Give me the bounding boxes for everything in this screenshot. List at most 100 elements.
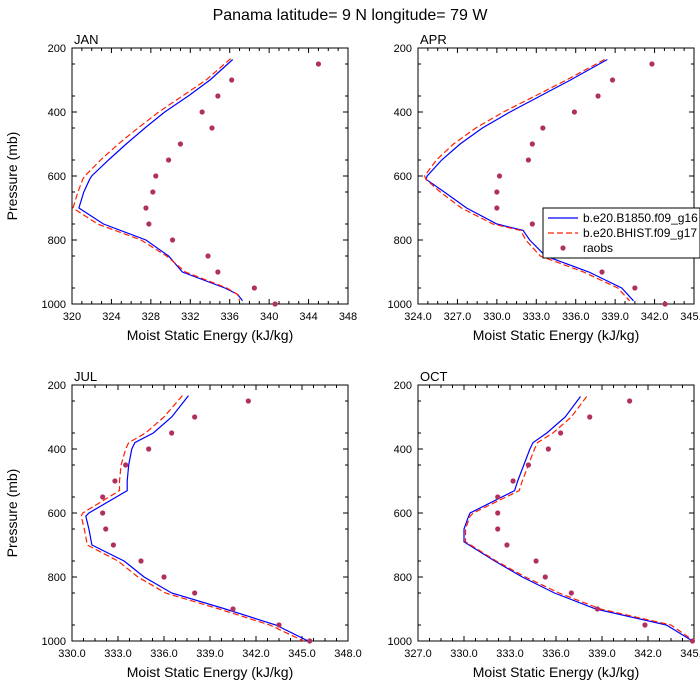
panel-apr: APR 324.0 327.0 330.0 333.0 336.0 339.0 342.0 34… xyxy=(388,32,700,343)
raobs-point xyxy=(307,638,313,644)
panel-label: OCT xyxy=(420,369,448,384)
y-tick-label: 400 xyxy=(394,444,412,456)
y-tick-label: 800 xyxy=(394,235,412,247)
raobs-point xyxy=(315,61,322,67)
y-tick-label: 400 xyxy=(48,107,66,119)
y-tick-label: 200 xyxy=(394,43,412,55)
panel-label: APR xyxy=(420,32,447,47)
y-tick-label: 600 xyxy=(48,508,66,520)
raobs-point xyxy=(609,77,616,83)
raobs-point xyxy=(545,446,551,452)
raobs-point xyxy=(627,398,633,404)
legend: b.e20.B1850.f09_g16b.e20.BHIST.f09_g17ra… xyxy=(542,207,700,259)
x-tick-label: 345.0 xyxy=(288,648,316,660)
raobs-point xyxy=(169,237,176,243)
raobs-point xyxy=(529,141,535,147)
series-line-model2 xyxy=(423,58,631,302)
raobs-point xyxy=(169,430,175,436)
y-tick-label: 400 xyxy=(394,107,412,119)
x-tick-label: 328 xyxy=(142,311,160,323)
x-tick-label: 333.0 xyxy=(523,311,551,323)
raobs-point xyxy=(540,125,546,131)
raobs-point xyxy=(146,446,152,452)
raobs-point xyxy=(504,542,510,548)
x-tick-label: 330.0 xyxy=(483,311,511,323)
plot-frame xyxy=(71,47,349,305)
x-tick-label: 336.0 xyxy=(562,311,590,323)
x-tick-label: 336.0 xyxy=(150,648,178,660)
x-tick-label: 330.0 xyxy=(58,648,86,660)
raobs-point xyxy=(209,125,215,131)
series-line-model2 xyxy=(464,396,695,642)
x-tick-label: 348.0 xyxy=(334,648,362,660)
raobs-point xyxy=(103,526,109,532)
raobs-point xyxy=(143,205,149,211)
legend-label: raobs xyxy=(583,241,613,255)
plot-frame xyxy=(417,47,695,305)
raobs-point xyxy=(542,574,548,580)
raobs-point xyxy=(571,109,578,115)
raobs-point xyxy=(150,189,156,195)
x-tick-label: 340 xyxy=(260,311,278,323)
raobs-point xyxy=(529,221,535,227)
panel-label: JAN xyxy=(74,32,99,47)
y-tick-label: 1000 xyxy=(388,636,412,648)
raobs-point xyxy=(632,285,638,291)
x-axis-label: Moist Static Energy (kJ/kg) xyxy=(127,327,294,343)
raobs-point xyxy=(251,285,257,291)
raobs-point xyxy=(595,93,601,99)
legend-label: b.e20.B1850.f09_g16 xyxy=(583,211,698,225)
raobs-point xyxy=(587,414,593,420)
x-tick-label: 339.0 xyxy=(588,648,616,660)
raobs-point xyxy=(642,622,648,628)
raobs-point xyxy=(192,590,198,596)
raobs-point xyxy=(495,526,501,532)
raobs-point xyxy=(123,462,129,468)
x-tick-label: 339.0 xyxy=(196,648,224,660)
x-tick-label: 336 xyxy=(221,311,239,323)
series-line-model2 xyxy=(80,395,304,642)
x-tick-label: 344 xyxy=(299,311,317,323)
raobs-point xyxy=(272,301,278,307)
plot-frame xyxy=(71,384,349,642)
raobs-point xyxy=(112,478,118,484)
raobs-point xyxy=(568,590,574,596)
raobs-point xyxy=(558,430,564,436)
raobs-point xyxy=(146,221,152,227)
raobs-point xyxy=(205,253,211,259)
x-tick-label: 333.0 xyxy=(104,648,132,660)
y-tick-label: 1000 xyxy=(42,636,66,648)
raobs-point xyxy=(215,269,221,275)
x-axis-label: Moist Static Energy (kJ/kg) xyxy=(473,664,640,680)
figure-title: Panama latitude= 9 N longitude= 79 W xyxy=(213,7,489,24)
raobs-point xyxy=(100,494,106,500)
raobs-point xyxy=(110,542,116,548)
x-tick-label: 324 xyxy=(102,311,120,323)
series-line-model1 xyxy=(425,58,634,302)
y-axis-label: Pressure (mb) xyxy=(4,469,20,558)
x-tick-label: 345.0 xyxy=(680,311,700,323)
raobs-point xyxy=(599,269,605,275)
x-tick-label: 333.0 xyxy=(496,648,524,660)
panel-label: JUL xyxy=(74,369,97,384)
y-tick-label: 600 xyxy=(394,171,412,183)
x-axis-label: Moist Static Energy (kJ/kg) xyxy=(127,664,294,680)
x-tick-label: 330.0 xyxy=(450,648,478,660)
raobs-point xyxy=(138,558,144,564)
x-tick-label: 327.0 xyxy=(404,648,432,660)
panels: JAN 320 324 328 332 336 340 344 348 200 400 600 800 1… xyxy=(4,32,700,680)
x-tick-label: 336.0 xyxy=(542,648,570,660)
raobs-point xyxy=(594,606,601,612)
y-tick-label: 600 xyxy=(48,171,66,183)
raobs-point xyxy=(495,510,501,516)
series-line-model1 xyxy=(463,396,693,642)
series-line-model2 xyxy=(72,58,241,301)
x-tick-label: 345.0 xyxy=(680,648,700,660)
raobs-point xyxy=(161,574,167,580)
y-tick-label: 1000 xyxy=(42,299,66,311)
raobs-point xyxy=(199,109,205,115)
raobs-point xyxy=(533,558,539,564)
plot-frame xyxy=(417,384,695,642)
x-tick-label: 332 xyxy=(181,311,199,323)
